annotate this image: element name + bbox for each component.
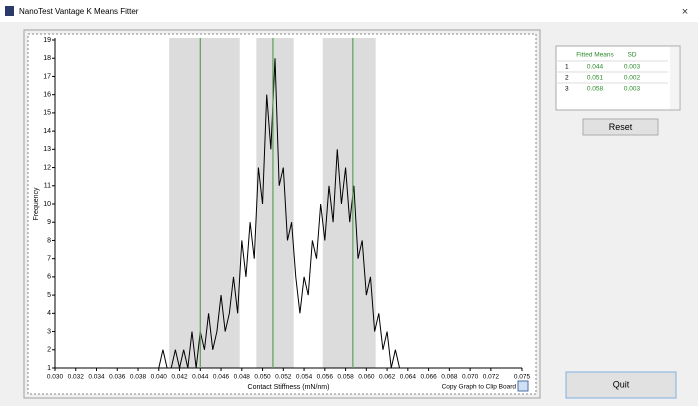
x-tick-label: 0.048 (234, 374, 251, 381)
x-tick-label: 0.034 (88, 374, 105, 381)
x-tick-label: 0.032 (68, 374, 85, 381)
cluster-band (322, 38, 376, 368)
table-cell: 0.051 (587, 75, 604, 82)
y-tick-label: 8 (47, 237, 51, 244)
copy-label[interactable]: Copy Graph to Clip Board (442, 384, 517, 391)
x-tick-label: 0.075 (514, 374, 531, 381)
x-tick-label: 0.068 (441, 374, 458, 381)
y-tick-label: 13 (43, 146, 51, 153)
table-cell: 0.058 (587, 86, 604, 93)
y-tick-label: 17 (43, 73, 51, 80)
x-tick-label: 0.030 (47, 374, 64, 381)
x-axis-label: Contact Stiffness (mN/nm) (248, 384, 330, 391)
x-tick-label: 0.060 (358, 374, 375, 381)
y-tick-label: 5 (47, 292, 51, 299)
close-button[interactable]: × (682, 6, 688, 18)
table-cell: 3 (565, 86, 569, 93)
y-tick-label: 12 (43, 164, 51, 171)
x-tick-label: 0.072 (483, 374, 500, 381)
x-tick-label: 0.042 (171, 374, 188, 381)
x-tick-label: 0.040 (151, 374, 168, 381)
table-cell: 2 (565, 75, 569, 82)
table-cells: Fitted Means SD 1 0.044 0.003 2 0.051 0.002 3 0.0… (557, 52, 668, 93)
y-tick-label: 7 (47, 256, 51, 263)
reset-label[interactable]: Reset (609, 122, 633, 132)
y-axis-label: Frequency (33, 187, 40, 221)
x-tick-label: 0.056 (317, 374, 334, 381)
x-tick-label: 0.046 (213, 374, 230, 381)
x-tick-label: 0.070 (462, 374, 479, 381)
means-table (555, 45, 681, 111)
table-cell: 1 (565, 64, 569, 71)
x-tick-label: 0.038 (130, 374, 147, 381)
y-tick-label: 14 (43, 128, 51, 135)
table-cell: 0.003 (624, 86, 641, 93)
quit-button[interactable] (565, 371, 677, 399)
x-tick-label: 0.044 (192, 374, 209, 381)
y-tick-label: 9 (47, 219, 51, 226)
y-tick-label: 2 (47, 347, 51, 354)
y-tick-label: 4 (47, 310, 51, 317)
title-bar (0, 0, 698, 22)
y-tick-label: 19 (43, 37, 51, 44)
x-tick-label: 0.036 (109, 374, 126, 381)
x-tick-label: 0.052 (275, 374, 292, 381)
quit-label[interactable]: Quit (613, 379, 630, 389)
scrollbar[interactable] (670, 47, 679, 109)
x-tick-label: 0.058 (337, 374, 354, 381)
x-tick-label: 0.064 (400, 374, 417, 381)
x-tick-label: 0.050 (254, 374, 271, 381)
window-title: NanoTest Vantage K Means Fitter (19, 7, 139, 16)
table-cell: 0.044 (587, 64, 604, 71)
table-header: Fitted Means (576, 52, 614, 59)
y-tick-label: 3 (47, 328, 51, 335)
x-tick-label: 0.066 (420, 374, 437, 381)
table-cell: 0.003 (624, 64, 641, 71)
table-cell: 0.002 (624, 75, 641, 82)
y-tick-label: 18 (43, 55, 51, 62)
y-tick-label: 11 (44, 183, 51, 190)
cluster-band (256, 38, 294, 368)
copy-icon[interactable] (517, 380, 529, 392)
y-tick-label: 15 (43, 110, 51, 117)
table-header: SD (627, 52, 636, 59)
x-tick-label: 0.054 (296, 374, 313, 381)
y-tick-label: 16 (43, 92, 51, 99)
app-icon (5, 6, 14, 16)
y-tick-label: 10 (43, 201, 51, 208)
reset-button[interactable] (582, 118, 659, 136)
cluster-band (169, 38, 240, 368)
y-tick-label: 1 (47, 365, 51, 372)
y-tick-label: 6 (47, 274, 51, 281)
x-tick-label: 0.062 (379, 374, 396, 381)
